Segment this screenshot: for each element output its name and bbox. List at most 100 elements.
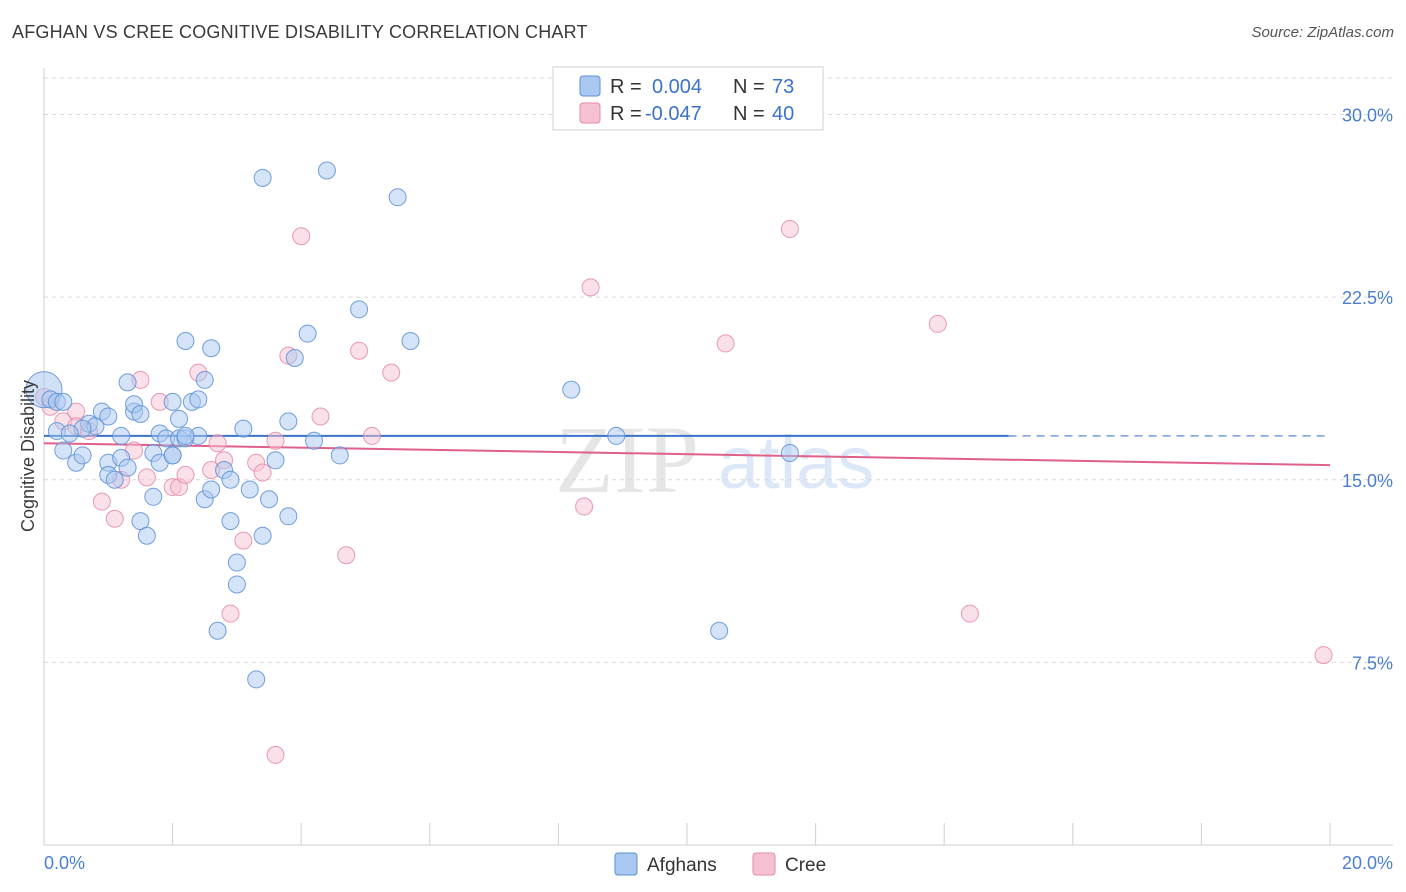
legend-afghans-n-label: N =	[733, 76, 765, 98]
data-points	[25, 161, 1333, 764]
afghans-point-43	[221, 512, 240, 531]
afghans-point-44	[227, 553, 246, 572]
cree-point-34	[716, 334, 735, 353]
y-tick-label-2: 22.5%	[1342, 288, 1393, 308]
cree-point-14	[176, 465, 195, 484]
afghans-point-15	[118, 458, 137, 477]
cree-point-23	[266, 745, 285, 764]
afghans-point-51	[260, 490, 279, 509]
afghans-point-54	[279, 507, 298, 526]
afghans-point-32	[176, 331, 195, 350]
cree-point-38	[1314, 646, 1333, 665]
afghans-point-12	[105, 470, 124, 489]
series-legend: Afghans Cree	[614, 852, 826, 876]
cree-point-24	[266, 431, 285, 450]
afghans-point-23	[144, 487, 163, 506]
bottom-legend-swatch-afghans	[614, 852, 638, 876]
bottom-legend-cree: Cree	[785, 855, 826, 876]
bottom-legend-afghans: Afghans	[647, 855, 717, 876]
cree-point-35	[780, 219, 799, 238]
axes	[43, 68, 1393, 846]
afghans-point-16	[118, 373, 137, 392]
afghans-point-38	[202, 480, 221, 499]
afghans-point-48	[247, 670, 266, 689]
afghans-point-13	[112, 426, 131, 445]
cree-point-5	[92, 492, 111, 511]
afghans-point-52	[266, 451, 285, 470]
afghans-point-63	[562, 380, 581, 399]
cree-point-10	[137, 468, 156, 487]
x-tick-label-max: 20.0%	[1342, 853, 1393, 873]
legend-cree-r-label: R =	[610, 103, 642, 125]
y-tick-label-0: 7.5%	[1352, 653, 1393, 673]
afghans-point-67	[54, 392, 73, 411]
y-tick-label-3: 30.0%	[1342, 106, 1393, 126]
afghans-point-36	[195, 370, 214, 389]
afghans-point-42	[221, 470, 240, 489]
x-tick-label-min: 0.0%	[44, 853, 85, 873]
afghans-point-28	[163, 392, 182, 411]
chart-title: AFGHAN VS CREE COGNITIVE DISABILITY CORR…	[12, 22, 588, 42]
legend-swatch-cree	[579, 102, 601, 124]
afghans-point-61	[388, 188, 407, 207]
cree-trend-line	[43, 442, 1331, 467]
y-tick-label-1: 15.0%	[1342, 471, 1393, 491]
afghans-point-53	[279, 412, 298, 431]
afghans-point-57	[305, 431, 324, 450]
cree-point-30	[362, 426, 381, 445]
gridlines: 7.5% 15.0% 22.5% 30.0%	[44, 77, 1393, 673]
afghans-point-40	[208, 621, 227, 640]
afghans-point-59	[330, 446, 349, 465]
afghans-point-64	[607, 426, 626, 445]
afghans-point-30	[170, 409, 189, 428]
source-label: Source: ZipAtlas.com	[1251, 24, 1394, 41]
legend-afghans-r-value: 0.004	[652, 76, 702, 98]
cree-point-29	[350, 341, 369, 360]
afghans-point-47	[240, 480, 259, 499]
cree-point-22	[253, 463, 272, 482]
afghans-point-69	[99, 407, 118, 426]
afghans-point-34	[189, 390, 208, 409]
watermark-atlas: atlas	[718, 421, 874, 504]
legend-cree-n-label: N =	[733, 103, 765, 125]
afghans-point-4	[54, 441, 73, 460]
y-axis-label: Cognitive Disability	[18, 380, 38, 532]
afghans-point-65	[710, 621, 729, 640]
cree-point-36	[928, 314, 947, 333]
afghans-point-50	[253, 168, 272, 187]
afghans-point-58	[317, 161, 336, 180]
afghans-point-71	[60, 424, 79, 443]
cree-point-37	[960, 604, 979, 623]
afghans-point-46	[234, 419, 253, 438]
bottom-legend-swatch-cree	[752, 852, 776, 876]
afghans-point-60	[350, 300, 369, 319]
afghans-point-45	[227, 575, 246, 594]
afghans-point-62	[401, 331, 420, 350]
afghans-point-66	[780, 443, 799, 462]
afghans-point-21	[137, 526, 156, 545]
watermark-zip: ZIP	[555, 406, 699, 513]
correlation-legend: R = 0.004 N = 73 R = -0.047 N = 40	[552, 66, 824, 131]
afghans-point-19	[131, 405, 150, 424]
afghans-point-6	[73, 446, 92, 465]
cree-point-28	[337, 546, 356, 565]
afghans-point-55	[285, 349, 304, 368]
cree-point-33	[581, 278, 600, 297]
cree-point-32	[575, 497, 594, 516]
afghans-point-72	[176, 426, 195, 445]
cree-point-17	[208, 434, 227, 453]
cree-point-26	[292, 227, 311, 246]
afghans-point-56	[298, 324, 317, 343]
cree-point-6	[105, 509, 124, 528]
watermark: ZIP atlas	[555, 406, 874, 513]
legend-afghans-r-label: R =	[610, 76, 642, 98]
cree-point-20	[234, 531, 253, 550]
legend-afghans-n-value: 73	[772, 76, 794, 98]
afghans-point-49	[253, 526, 272, 545]
cree-point-19	[221, 604, 240, 623]
legend-cree-r-value: -0.047	[645, 103, 702, 125]
legend-cree-n-value: 40	[772, 103, 794, 125]
afghans-point-39	[202, 339, 221, 358]
legend-swatch-afghans	[579, 75, 601, 97]
